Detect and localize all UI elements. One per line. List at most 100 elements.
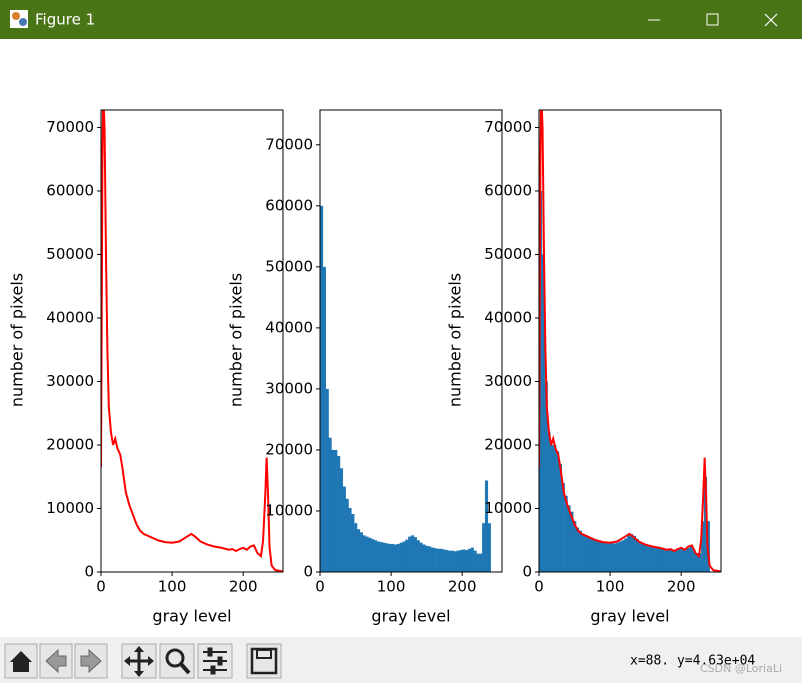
y-tick-label: 40000 [484, 308, 532, 326]
hist-bar [684, 549, 688, 572]
x-axis-label: gray level [152, 607, 231, 626]
hist-bar [385, 543, 389, 572]
hist-bar [664, 549, 668, 572]
hist-bar [547, 432, 551, 572]
x-tick-label: 200 [229, 578, 258, 596]
hist-bar [348, 507, 352, 572]
y-tick-label: 20000 [46, 435, 94, 453]
hist-bar [374, 540, 378, 572]
y-tick-label: 60000 [46, 181, 94, 199]
plot-area [320, 205, 491, 572]
hist-bar [351, 514, 355, 572]
maximize-button[interactable] [706, 13, 719, 26]
hist-bar [698, 552, 702, 572]
hist-bar [416, 540, 420, 572]
hist-bar [376, 541, 381, 572]
x-tick-label: 100 [596, 578, 625, 596]
hist-bar [630, 533, 634, 572]
hist-bar [479, 553, 483, 572]
border [0, 38, 802, 39]
y-tick-label: 60000 [484, 181, 532, 199]
close-button[interactable] [764, 13, 778, 27]
hist-bar [590, 537, 594, 572]
hist-bar [379, 542, 383, 572]
line [539, 110, 721, 572]
y-tick-label: 70000 [46, 118, 94, 136]
hist-bar [695, 552, 699, 572]
hist-bar [459, 550, 463, 572]
home-button[interactable] [4, 643, 38, 679]
y-tick-label: 30000 [265, 379, 313, 397]
hist-bar [331, 449, 335, 572]
x-tick-label: 200 [667, 578, 696, 596]
hist-bar [624, 538, 628, 572]
hist-bar [436, 548, 440, 572]
hist-bar [345, 498, 349, 572]
hist-bar [655, 547, 659, 572]
x-tick-label: 0 [315, 578, 325, 596]
hist-bar [365, 536, 369, 572]
hist-bar [621, 540, 625, 572]
hist-bar [450, 550, 454, 572]
chart: 0 100 200 0 10000 20000 30000 40000 50000 60000 70… [446, 109, 722, 626]
hist-bar [581, 533, 585, 572]
save-button[interactable] [246, 643, 282, 679]
hist-bar [447, 550, 452, 572]
hist-bar [686, 547, 691, 572]
axes-frame [538, 109, 722, 573]
hist-bar [541, 254, 545, 572]
hist-bar [342, 486, 346, 572]
hist-bar [402, 541, 406, 572]
y-tick-label: 60000 [265, 196, 313, 214]
y-tick-label: 0 [84, 563, 94, 581]
x-tick-label: 0 [534, 578, 544, 596]
y-tick-label: 20000 [484, 435, 532, 453]
hist-bar [482, 523, 486, 572]
x-axis-label: gray level [590, 607, 669, 626]
y-axis-label: number of pixels [8, 273, 27, 407]
hist-bar [578, 530, 582, 572]
axes-frame [100, 109, 284, 573]
hist-bar [356, 529, 361, 572]
x-axis-label: gray level [371, 607, 450, 626]
hist-bar [556, 451, 560, 572]
y-tick-label: 40000 [265, 318, 313, 336]
hist-bar [337, 456, 341, 572]
back-button[interactable] [39, 643, 73, 679]
configure-button[interactable] [197, 643, 233, 679]
hist-bar [413, 537, 417, 572]
hist-bar [433, 548, 437, 572]
hist-bar [456, 550, 460, 572]
hist-bar [473, 550, 477, 572]
forward-button[interactable] [74, 643, 108, 679]
hist-bar [610, 542, 614, 572]
zoom-button[interactable] [159, 643, 195, 679]
hist-bar [598, 540, 602, 572]
hist-bar [393, 544, 398, 572]
y-axis-label: number of pixels [446, 273, 465, 407]
hist-bar [638, 541, 642, 572]
hist-bar [465, 550, 469, 572]
y-tick-label: 50000 [484, 245, 532, 263]
hist-bar [661, 548, 665, 572]
y-tick-label: 20000 [265, 440, 313, 458]
hist-bar [408, 536, 412, 572]
line [101, 110, 283, 572]
chart: 0 100 200 0 10000 20000 30000 40000 50000 60000 70… [8, 109, 284, 626]
hist-bar [644, 544, 648, 572]
hist-bar [399, 542, 403, 572]
window-title: Figure 1 [35, 11, 95, 29]
plot-area [539, 110, 721, 572]
hist-bar [484, 480, 489, 572]
hist-bar [573, 521, 577, 572]
pan-button[interactable] [121, 643, 157, 679]
hist-bar [567, 505, 571, 572]
hist-bar [544, 381, 548, 572]
y-tick-label: 50000 [46, 245, 94, 263]
y-tick-label: 70000 [265, 135, 313, 153]
y-tick-label: 30000 [46, 372, 94, 390]
hist-bar [368, 537, 372, 572]
hist-bar [615, 542, 619, 572]
y-tick-label: 10000 [46, 499, 94, 517]
